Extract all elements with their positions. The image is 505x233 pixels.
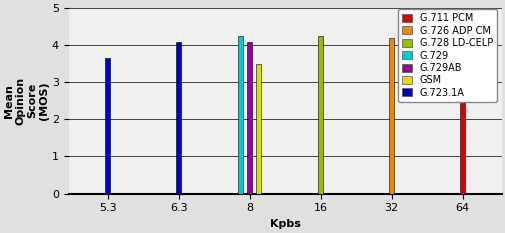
Bar	[460, 29, 464, 194]
Y-axis label: Mean
Opinion
Score
(MOS): Mean Opinion Score (MOS)	[4, 77, 49, 125]
Bar	[388, 38, 393, 194]
Bar	[176, 41, 181, 194]
X-axis label: Kpbs: Kpbs	[269, 219, 300, 229]
Bar	[105, 58, 110, 194]
Legend: G.711 PCM, G.726 ADP CM, G.728 LD-CELP, G.729, G.729AB, GSM, G.723.1A: G.711 PCM, G.726 ADP CM, G.728 LD-CELP, …	[397, 9, 496, 102]
Bar	[237, 36, 242, 194]
Bar	[318, 36, 323, 194]
Bar	[256, 64, 261, 194]
Bar	[247, 41, 251, 194]
